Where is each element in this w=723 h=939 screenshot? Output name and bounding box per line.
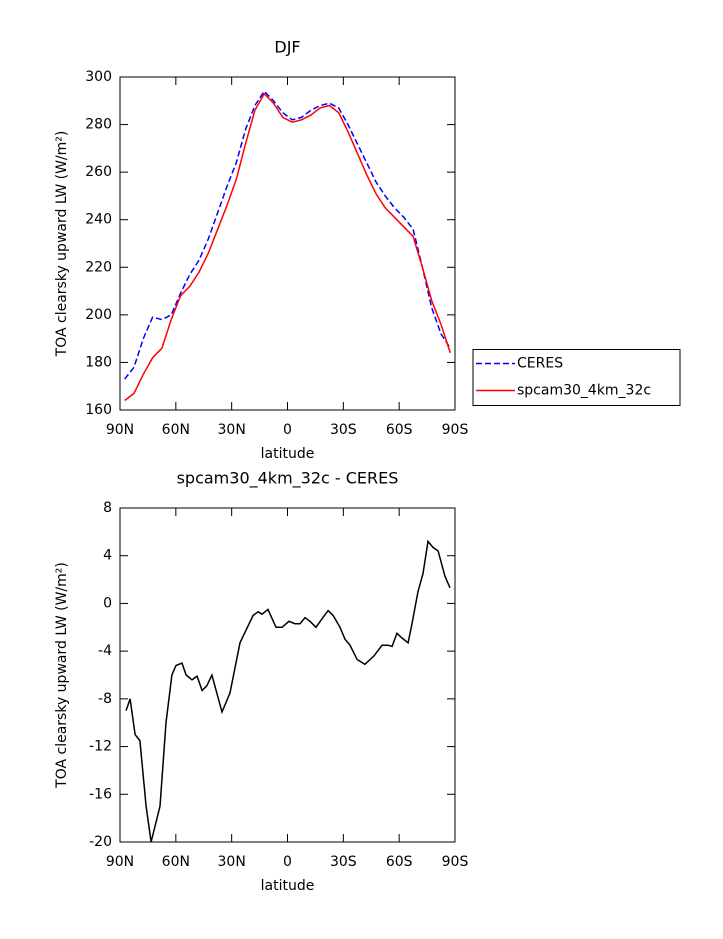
y-tick-label: -12 <box>89 739 112 755</box>
y-tick-label: -8 <box>98 691 112 707</box>
data-line <box>124 92 452 402</box>
x-tick-label: 60N <box>162 854 190 870</box>
legend-label: CERES <box>517 356 563 372</box>
y-tick-label: 220 <box>85 259 112 275</box>
x-tick-label: 30N <box>218 854 246 870</box>
chart-title: DJF <box>274 38 300 57</box>
x-tick-label: 90S <box>442 854 469 870</box>
x-axis-label: latitude <box>261 446 315 462</box>
x-tick-label: 30N <box>218 422 246 438</box>
legend-box <box>472 349 681 406</box>
plot-frame <box>119 76 456 411</box>
y-tick-label: -16 <box>89 786 112 802</box>
y-tick-label: -4 <box>98 643 112 659</box>
x-tick-label: 0 <box>283 854 292 870</box>
y-tick-label: 8 <box>103 500 112 516</box>
y-tick-label: 200 <box>85 307 112 323</box>
y-tick-label: 4 <box>103 548 112 564</box>
y-tick-label: 240 <box>85 212 112 228</box>
y-tick-label: 300 <box>85 69 112 85</box>
chart-title: spcam30_4km_32c - CERES <box>177 469 399 489</box>
x-tick-label: 90N <box>106 422 134 438</box>
data-line <box>124 90 451 380</box>
x-tick-label: 30S <box>330 854 357 870</box>
x-tick-label: 90S <box>442 422 469 438</box>
x-tick-label: 30S <box>330 422 357 438</box>
y-tick-label: -20 <box>89 834 112 850</box>
x-tick-label: 60N <box>162 422 190 438</box>
x-axis-label: latitude <box>261 878 315 894</box>
y-tick-label: 0 <box>103 595 112 611</box>
y-axis-label: TOA clearsky upward LW (W/m²) <box>54 131 70 358</box>
y-tick-label: 280 <box>85 117 112 133</box>
y-tick-label: 160 <box>85 402 112 418</box>
x-tick-label: 0 <box>283 422 292 438</box>
data-line <box>125 539 451 843</box>
y-axis-label: TOA clearsky upward LW (W/m²) <box>54 562 70 789</box>
y-tick-label: 260 <box>85 164 112 180</box>
plot-frame <box>119 507 456 843</box>
y-tick-label: 180 <box>85 354 112 370</box>
x-tick-label: 60S <box>386 422 413 438</box>
x-tick-label: 60S <box>386 854 413 870</box>
x-tick-label: 90N <box>106 854 134 870</box>
legend-label: spcam30_4km_32c <box>517 383 651 399</box>
